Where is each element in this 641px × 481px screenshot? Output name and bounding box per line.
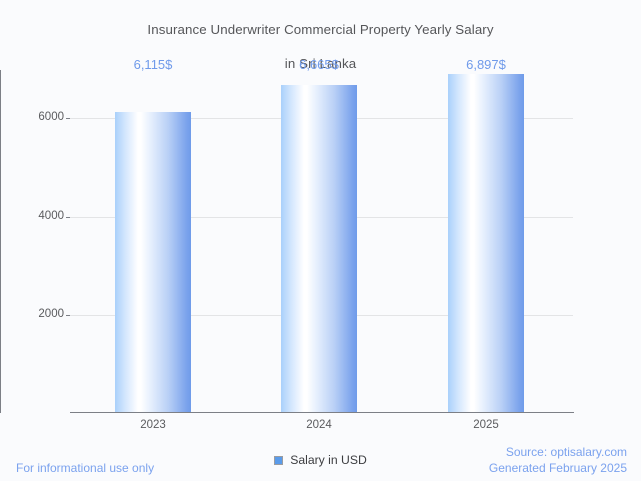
chart-legend: Salary in USD — [0, 453, 641, 467]
footer-source: Source: optisalary.com — [505, 445, 627, 459]
bar-2025[interactable] — [448, 74, 524, 412]
bar-2023[interactable] — [115, 112, 191, 412]
y-tick-mark-2000 — [66, 315, 71, 316]
y-tick-label-4000: 4000 — [38, 210, 64, 222]
x-axis-line — [70, 412, 574, 413]
legend-swatch-icon — [274, 455, 284, 465]
x-tick-label-2023: 2023 — [140, 419, 166, 431]
y-tick-label-6000: 6000 — [38, 111, 64, 123]
plot-area — [70, 70, 573, 412]
bar-value-2025: 6,897$ — [466, 57, 506, 72]
x-tick-label-2025: 2025 — [473, 419, 499, 431]
chart-title-line-1: Insurance Underwriter Commercial Propert… — [147, 22, 494, 37]
footer-generated-date: Generated February 2025 — [488, 460, 627, 475]
y-axis-line — [0, 70, 1, 413]
y-tick-label-2000: 2000 — [38, 308, 64, 320]
y-tick-mark-4000 — [66, 217, 71, 218]
footer-disclaimer: For informational use only — [16, 461, 155, 475]
legend-item-salary-in-usd[interactable]: Salary in USD — [274, 453, 367, 467]
bar-2024[interactable] — [281, 85, 357, 412]
bar-value-2023: 6,115$ — [133, 57, 173, 72]
y-tick-mark-6000 — [66, 118, 71, 119]
bar-value-2024: 6,665$ — [299, 57, 339, 72]
chart-title: Insurance Underwriter Commercial Propert… — [0, 4, 641, 72]
footer-attribution: Source: optisalary.com Generated Februar… — [489, 445, 627, 476]
legend-label-salary-in-usd: Salary in USD — [290, 453, 367, 467]
chart-title-line-2: in Sri Lanka — [284, 56, 357, 71]
x-tick-label-2024: 2024 — [306, 419, 332, 431]
